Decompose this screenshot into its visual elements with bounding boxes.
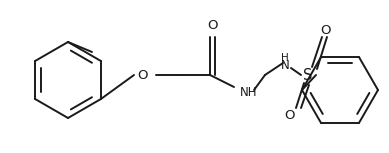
Text: O: O (285, 108, 295, 121)
Text: O: O (208, 19, 218, 32)
Text: O: O (137, 69, 147, 82)
Text: N: N (280, 59, 289, 72)
Text: NH: NH (240, 86, 258, 99)
Text: H: H (281, 53, 289, 63)
Text: S: S (303, 67, 313, 82)
Text: O: O (321, 24, 331, 37)
